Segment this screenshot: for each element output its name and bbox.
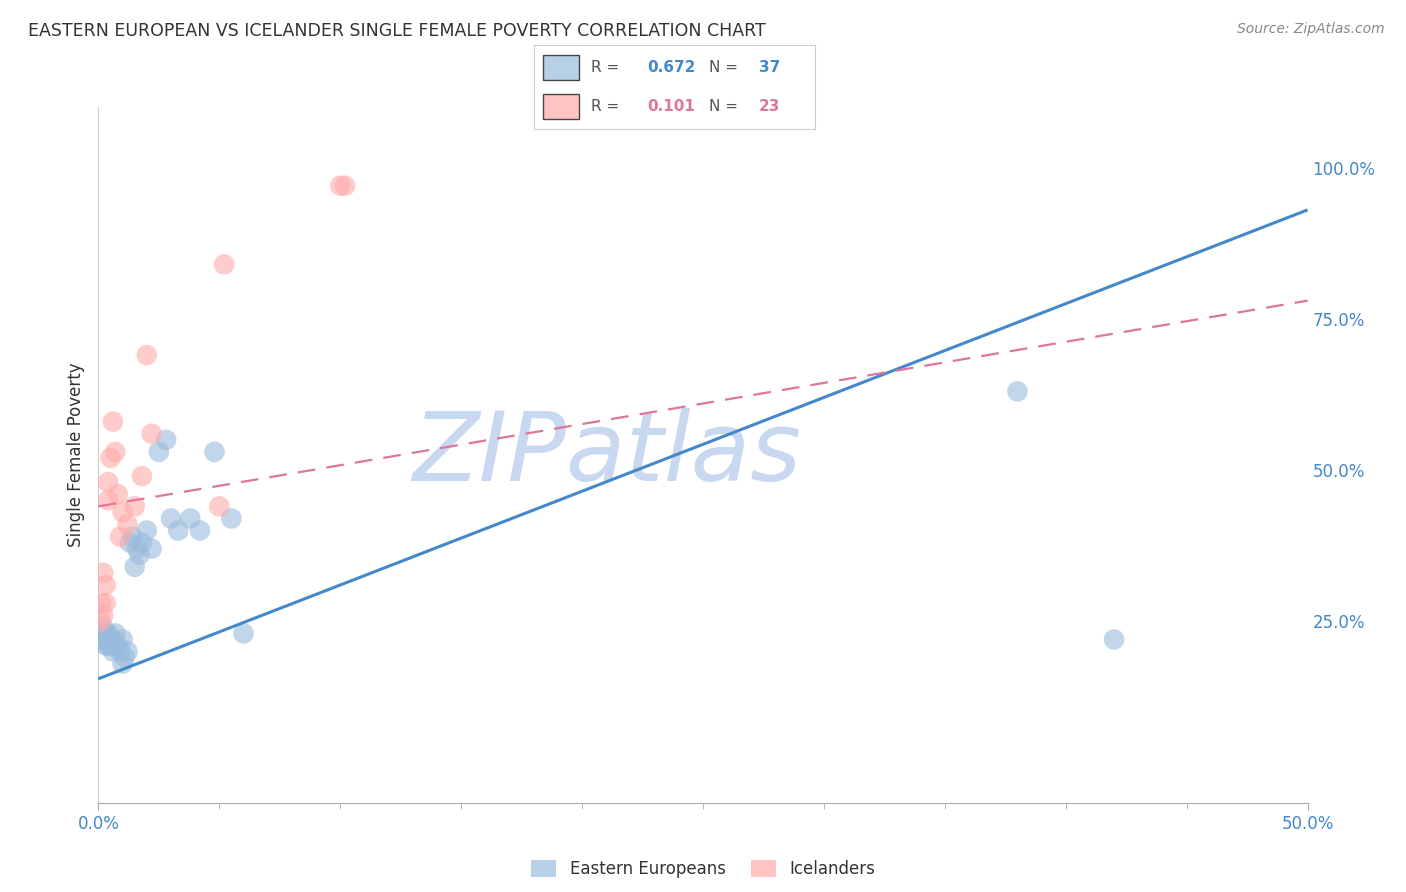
Text: R =: R = <box>591 60 619 75</box>
Point <box>94 578 117 592</box>
Point <box>107 487 129 501</box>
Legend: Eastern Europeans, Icelanders: Eastern Europeans, Icelanders <box>524 854 882 885</box>
Point <box>97 493 120 508</box>
Point <box>1102 632 1125 647</box>
Point <box>141 541 163 556</box>
Text: EASTERN EUROPEAN VS ICELANDER SINGLE FEMALE POVERTY CORRELATION CHART: EASTERN EUROPEAN VS ICELANDER SINGLE FEM… <box>28 22 766 40</box>
Point <box>333 178 356 193</box>
Point <box>131 469 153 483</box>
Point <box>100 450 122 465</box>
Point <box>101 644 124 658</box>
Point <box>91 566 114 580</box>
Point <box>131 535 153 549</box>
Text: N =: N = <box>709 99 738 114</box>
Text: 23: 23 <box>759 99 780 114</box>
Point <box>104 445 127 459</box>
FancyBboxPatch shape <box>543 94 579 120</box>
Point <box>104 639 127 653</box>
Text: R =: R = <box>591 99 619 114</box>
Point <box>124 500 146 514</box>
Point <box>118 535 141 549</box>
Text: Source: ZipAtlas.com: Source: ZipAtlas.com <box>1237 22 1385 37</box>
Point <box>111 505 134 519</box>
Text: 0.672: 0.672 <box>647 60 695 75</box>
Point <box>135 524 157 538</box>
Text: ZIPatlas: ZIPatlas <box>412 409 800 501</box>
Point <box>1007 384 1029 399</box>
Point <box>155 433 177 447</box>
Point <box>104 626 127 640</box>
Point <box>91 632 114 647</box>
Point <box>94 639 117 653</box>
Point <box>91 620 114 634</box>
Point <box>94 596 117 610</box>
Point <box>179 511 201 525</box>
Point <box>160 511 183 525</box>
Point <box>167 524 190 538</box>
Point <box>90 615 112 629</box>
Point <box>221 511 243 525</box>
Point <box>117 644 139 658</box>
Point <box>108 530 131 544</box>
Point <box>188 524 211 538</box>
Point <box>97 626 120 640</box>
Point <box>111 657 134 671</box>
Point <box>124 559 146 574</box>
FancyBboxPatch shape <box>543 54 579 80</box>
Point <box>100 632 122 647</box>
Point <box>100 639 122 653</box>
Y-axis label: Single Female Poverty: Single Female Poverty <box>66 363 84 547</box>
Point <box>232 626 254 640</box>
Point <box>204 445 226 459</box>
Point <box>101 415 124 429</box>
Point <box>141 426 163 441</box>
Point <box>127 541 149 556</box>
Point <box>212 257 235 271</box>
Point <box>114 650 136 665</box>
Point <box>101 632 124 647</box>
Point <box>135 348 157 362</box>
Text: N =: N = <box>709 60 738 75</box>
Point <box>148 445 170 459</box>
Point <box>121 530 143 544</box>
Point <box>91 608 114 623</box>
Point <box>94 626 117 640</box>
Point <box>128 548 150 562</box>
Point <box>329 178 352 193</box>
Point <box>107 639 129 653</box>
Point <box>97 475 120 490</box>
Point <box>208 500 231 514</box>
Point <box>108 644 131 658</box>
Point <box>117 517 139 532</box>
Point <box>97 639 120 653</box>
Point <box>111 632 134 647</box>
Point <box>90 596 112 610</box>
Text: 0.101: 0.101 <box>647 99 695 114</box>
Text: 37: 37 <box>759 60 780 75</box>
